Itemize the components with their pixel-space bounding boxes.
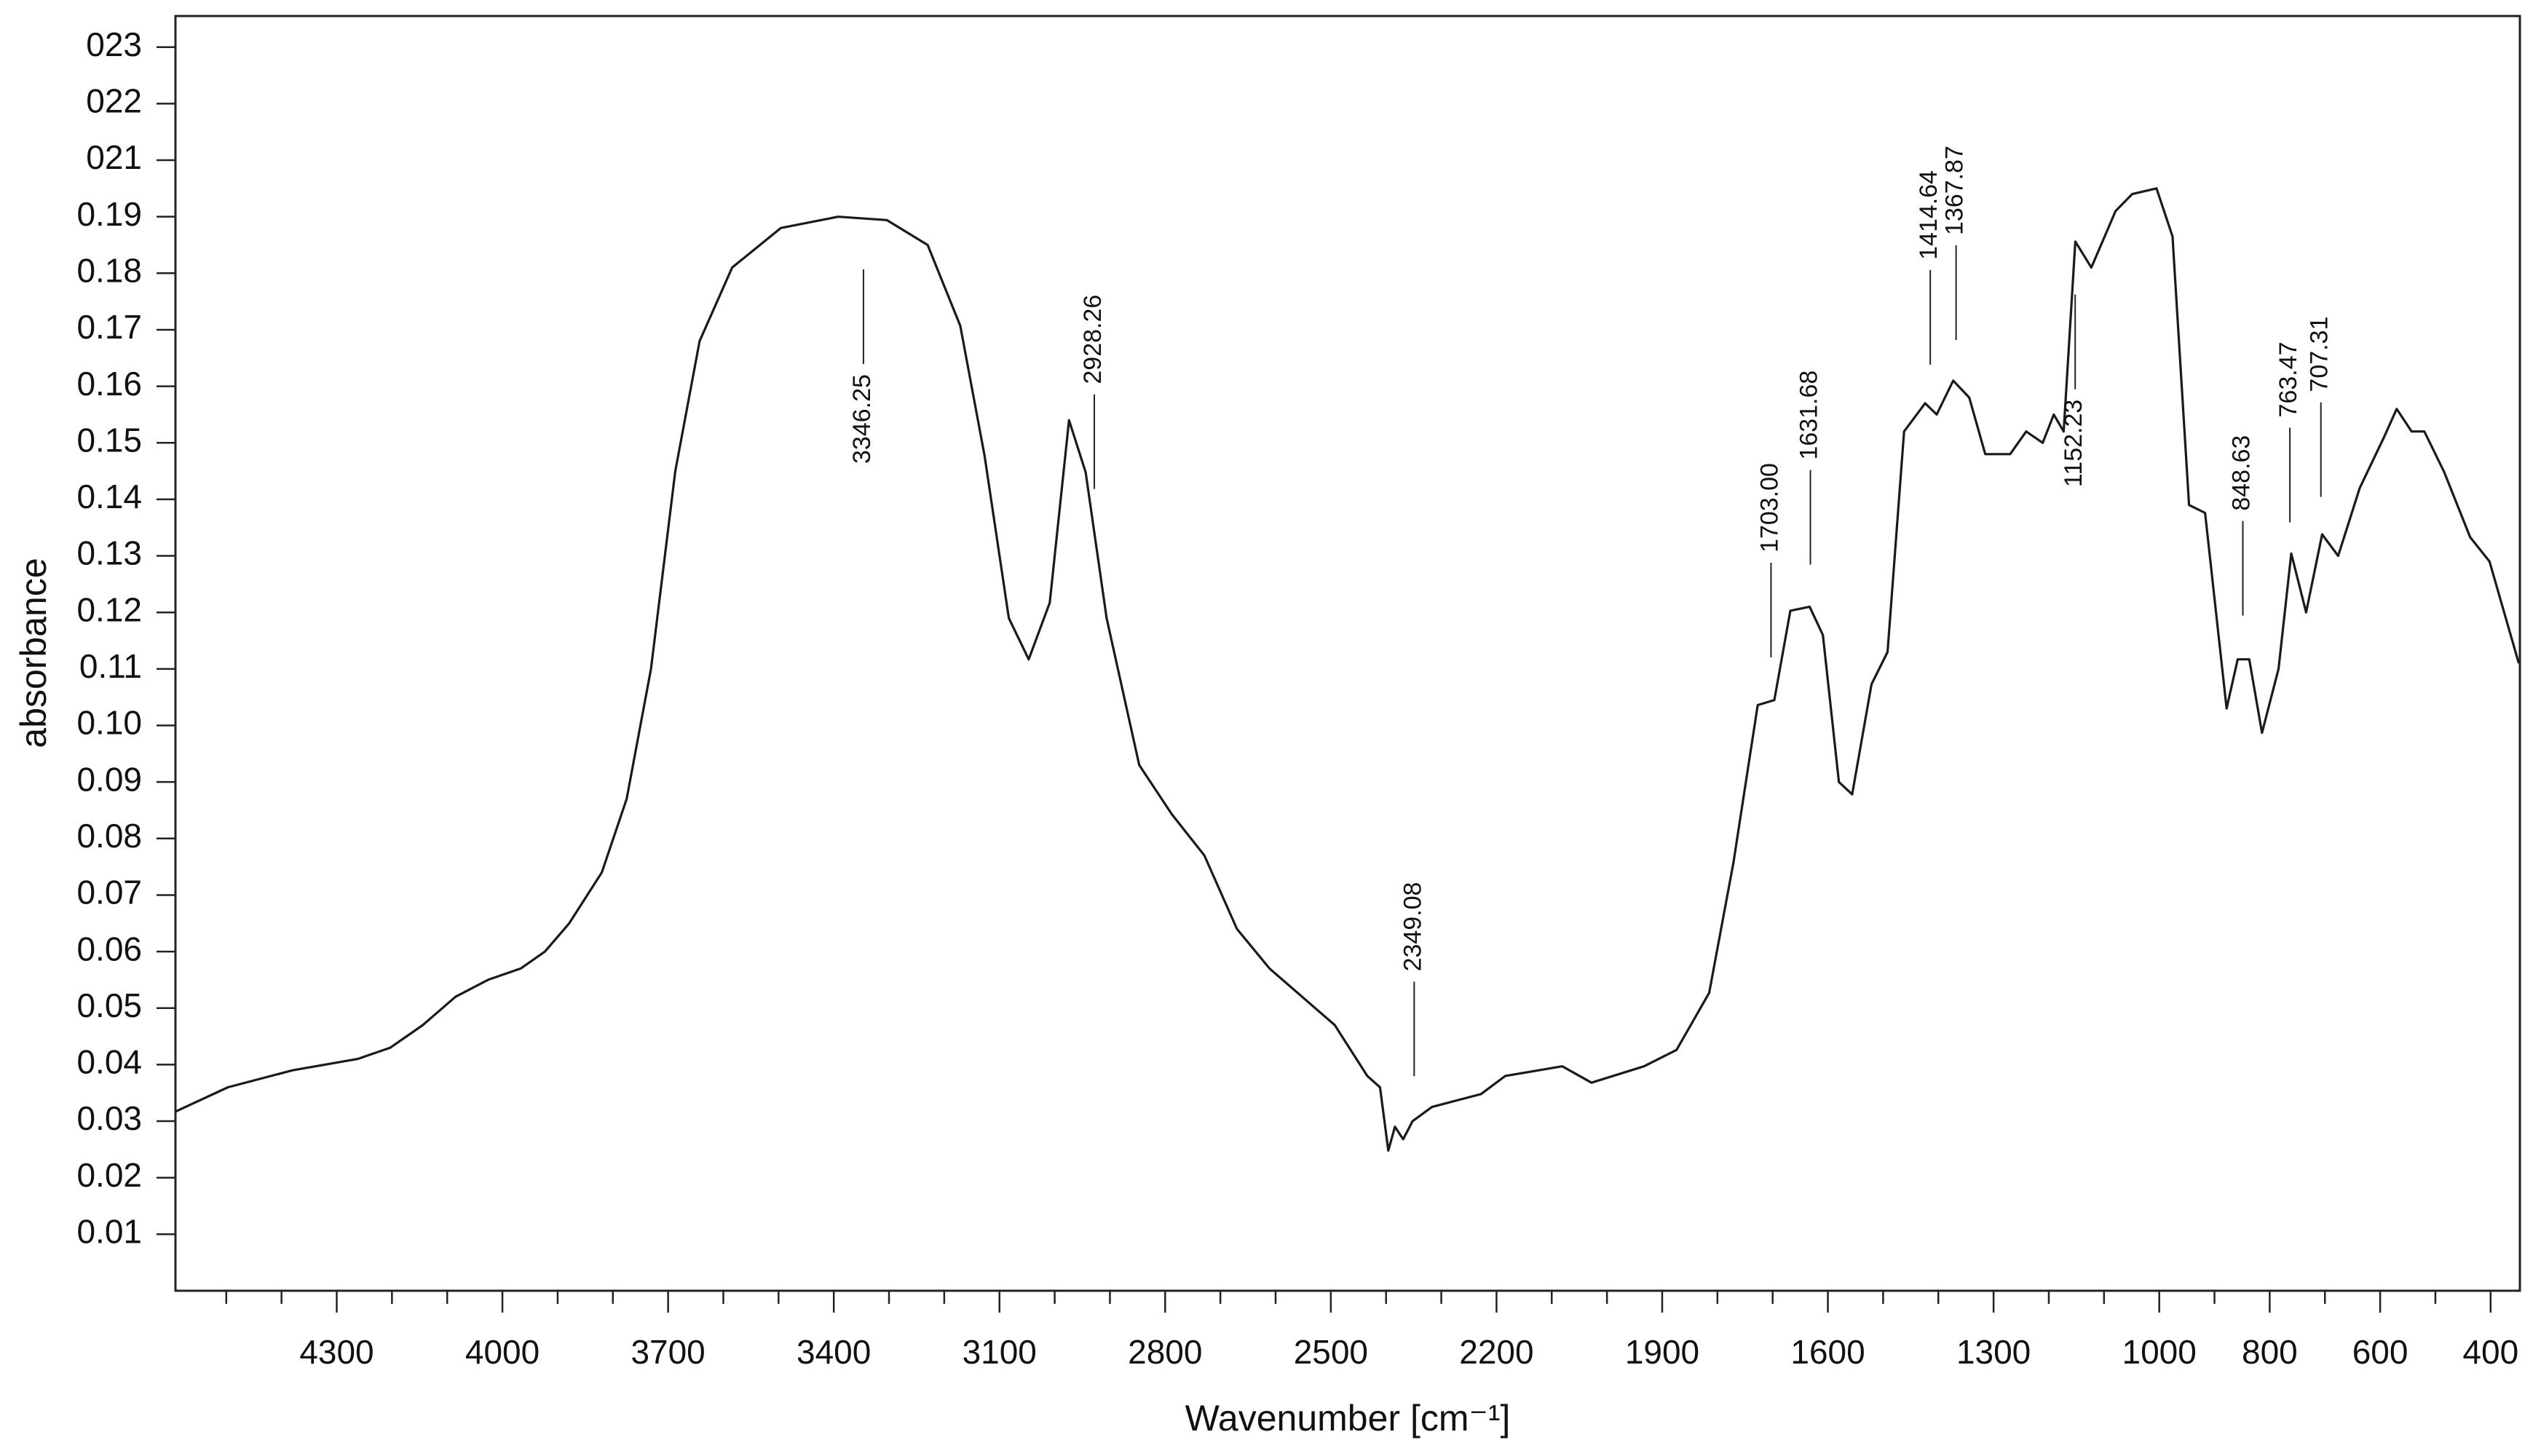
x-tick-label: 4000 <box>465 1333 540 1371</box>
x-tick-label: 2500 <box>1294 1333 1368 1371</box>
y-tick-label: 0.10 <box>76 704 142 742</box>
y-tick-label: 0.12 <box>76 590 142 628</box>
spectrum-line <box>175 187 2521 1152</box>
plot-frame <box>174 15 2521 1292</box>
x-tick-label: 3700 <box>631 1333 705 1371</box>
peak-label: 763.47 <box>2275 341 2302 417</box>
x-tick-label: 600 <box>2352 1333 2408 1371</box>
x-tick-label: 800 <box>2242 1333 2298 1371</box>
peak-label: 3346.25 <box>848 374 876 464</box>
y-tick-label: 0.13 <box>76 534 142 572</box>
y-axis-label: absorbance <box>13 558 54 748</box>
x-tick-label: 2200 <box>1459 1333 1533 1371</box>
x-tick-label: 1900 <box>1625 1333 1699 1371</box>
x-tick-label: 1300 <box>1956 1333 2031 1371</box>
peak-label: 1414.64 <box>1915 170 1943 260</box>
y-tick-label: 0.08 <box>76 817 142 855</box>
y-tick-label: 0.19 <box>76 195 142 233</box>
peak-label: 1631.68 <box>1795 371 1823 460</box>
y-tick-label: 022 <box>86 82 142 120</box>
peak-label: 2349.08 <box>1399 882 1426 972</box>
y-tick-label: 0.02 <box>76 1156 142 1194</box>
y-tick-label: 0.09 <box>76 760 142 798</box>
y-tick-label: 021 <box>86 138 142 176</box>
y-tick-label: 0.17 <box>76 308 142 346</box>
x-tick-label: 1000 <box>2122 1333 2197 1371</box>
y-tick-label: 0.16 <box>76 365 142 403</box>
x-tick-label: 1600 <box>1790 1333 1865 1371</box>
y-tick-label: 023 <box>86 25 142 63</box>
peak-label: 848.63 <box>2227 435 2255 511</box>
y-tick-label: 0.11 <box>79 647 142 685</box>
y-tick-label: 0.18 <box>76 251 142 289</box>
y-tick-label: 0.07 <box>76 874 142 911</box>
x-tick-label: 400 <box>2462 1333 2518 1371</box>
x-tick-label: 2800 <box>1128 1333 1202 1371</box>
peak-label: 1703.00 <box>1755 463 1783 553</box>
x-axis-label: Wavenumber [cm⁻¹] <box>1185 1398 1511 1439</box>
y-tick-label: 0.06 <box>76 930 142 968</box>
peak-label: 2928.26 <box>1079 295 1107 384</box>
y-tick-label: 0.15 <box>76 421 142 459</box>
x-tick-label: 3100 <box>963 1333 1037 1371</box>
y-tick-label: 0.04 <box>76 1043 142 1081</box>
y-tick-label: 0.01 <box>76 1213 142 1251</box>
x-tick-label: 4300 <box>299 1333 374 1371</box>
x-tick-label: 3400 <box>797 1333 871 1371</box>
peak-label: 1367.87 <box>1941 146 1969 235</box>
y-tick-label: 0.05 <box>76 986 142 1024</box>
y-tick-label: 0.03 <box>76 1099 142 1137</box>
y-tick-label: 0.14 <box>76 478 142 515</box>
peak-label: 1152.23 <box>2060 400 2087 487</box>
peak-label: 707.31 <box>2306 317 2333 392</box>
